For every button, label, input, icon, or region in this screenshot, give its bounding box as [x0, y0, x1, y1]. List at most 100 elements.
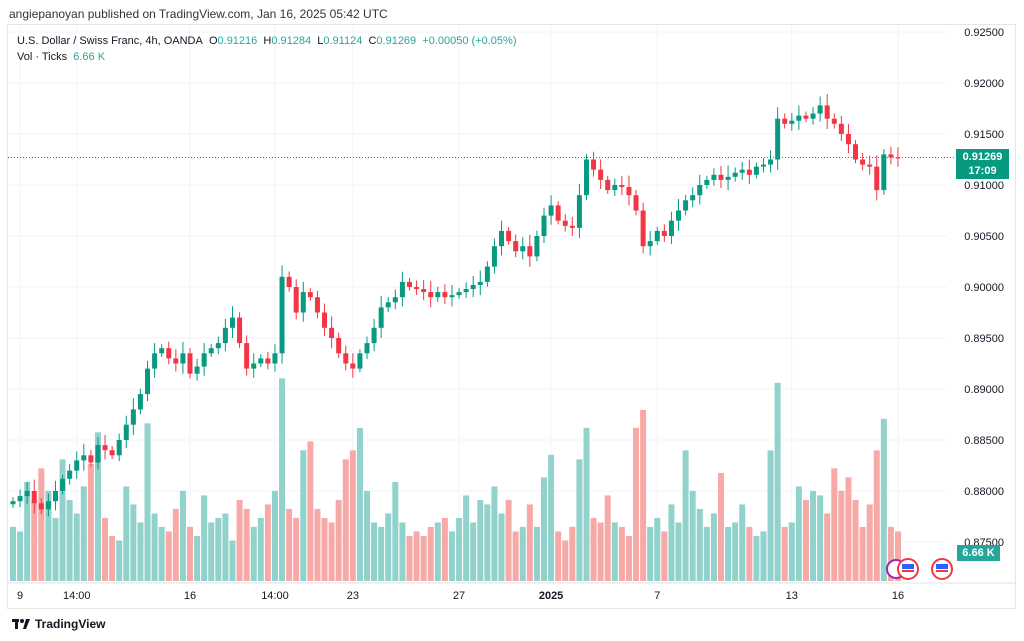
us-flag-event-icon-stripe [936, 570, 948, 572]
candle [605, 175, 611, 194]
candle-body [895, 157, 901, 159]
candle-body [668, 220, 674, 236]
candle [619, 176, 625, 196]
volume-bar [625, 535, 632, 581]
us-flag-event-icon-flag [936, 564, 948, 569]
candle [817, 96, 823, 122]
candle [612, 178, 618, 196]
candle-body [796, 115, 802, 121]
candle [583, 154, 589, 200]
volume-bar [689, 490, 696, 581]
volume-bar [10, 526, 16, 581]
volume-bar [456, 517, 463, 581]
candle [867, 155, 873, 175]
candle [74, 451, 80, 479]
volume-bar [307, 441, 314, 581]
candle-body [775, 118, 781, 160]
candle [640, 202, 646, 254]
candle [888, 146, 894, 165]
candle-body [562, 220, 568, 226]
candle-body [222, 327, 228, 344]
candle-body [421, 289, 427, 293]
candle-body [428, 292, 434, 298]
candle [513, 234, 519, 258]
candle-body [329, 327, 335, 338]
candle-body [760, 164, 766, 167]
candle-body [591, 159, 597, 170]
last-volume-tag: 6.66 K [957, 545, 1000, 561]
candle [598, 159, 604, 190]
candle [343, 345, 349, 371]
candle [364, 336, 370, 360]
volume-bar [633, 427, 640, 581]
legend-ohlc-row: U.S. Dollar / Swiss Franc, 4h, OANDA O0.… [17, 33, 516, 49]
price-axis-tick: 0.91000 [964, 180, 1004, 192]
candle [102, 434, 108, 460]
volume-bar [718, 472, 724, 581]
price-axis-tick: 0.89500 [964, 333, 1004, 345]
candle [350, 353, 356, 378]
volume-bar [271, 490, 278, 581]
candle [895, 147, 901, 167]
candle-body [640, 210, 646, 247]
candle-body [286, 276, 292, 287]
candle [824, 94, 830, 129]
volume-bar [215, 517, 222, 581]
candle [442, 284, 448, 305]
volume-bar [866, 504, 873, 581]
candle [229, 306, 235, 339]
volume-bar [597, 522, 604, 581]
candle [796, 105, 802, 130]
volume-bar [45, 490, 52, 581]
candle [307, 288, 313, 301]
candle-body [392, 297, 398, 303]
legend-symbol[interactable]: U.S. Dollar / Swiss Franc, 4h, OANDA [17, 35, 203, 47]
candle-body [102, 445, 108, 451]
candle-body [647, 241, 653, 247]
candle-body [385, 302, 391, 308]
volume-bar [335, 499, 342, 581]
candle [435, 286, 441, 302]
volume-bar [710, 513, 717, 581]
candle-body [265, 358, 271, 364]
time-axis-tick: 2025 [539, 590, 563, 602]
candle [81, 443, 87, 471]
volume-bar [795, 486, 802, 581]
candle [201, 343, 207, 376]
volume-bar [767, 450, 774, 581]
legend-volume-label[interactable]: Vol · Ticks [17, 51, 68, 63]
volume-bar [668, 504, 675, 581]
candle [732, 167, 738, 182]
volume-bar [810, 490, 817, 581]
candle [392, 289, 398, 310]
volume-bar [548, 454, 555, 581]
tradingview-logo[interactable]: TradingView [12, 617, 105, 631]
candle-body [477, 281, 483, 285]
volume-bar [392, 481, 399, 581]
candle [704, 175, 710, 189]
candle-body [810, 113, 816, 119]
time-axis-tick: 27 [453, 590, 465, 602]
candle-body [229, 317, 235, 328]
volume-bar [470, 522, 477, 581]
candle [123, 415, 129, 449]
candle-body [725, 176, 731, 180]
price-axis-tick: 0.92500 [964, 27, 1004, 39]
candle [272, 344, 278, 372]
time-axis-tick: 7 [654, 590, 660, 602]
volume-bar [732, 522, 739, 581]
candle-body [853, 144, 859, 160]
volume-bar [824, 513, 831, 581]
candle [661, 224, 667, 242]
volume-bar [80, 486, 87, 581]
candle [251, 353, 257, 378]
candle-body [31, 491, 37, 504]
candle [718, 165, 724, 188]
volume-bar [364, 490, 370, 581]
candle-body [194, 366, 200, 374]
candle [159, 344, 165, 357]
candle-body [88, 455, 94, 463]
bar-countdown: 17:09 [968, 165, 997, 177]
candle-body [555, 205, 561, 221]
